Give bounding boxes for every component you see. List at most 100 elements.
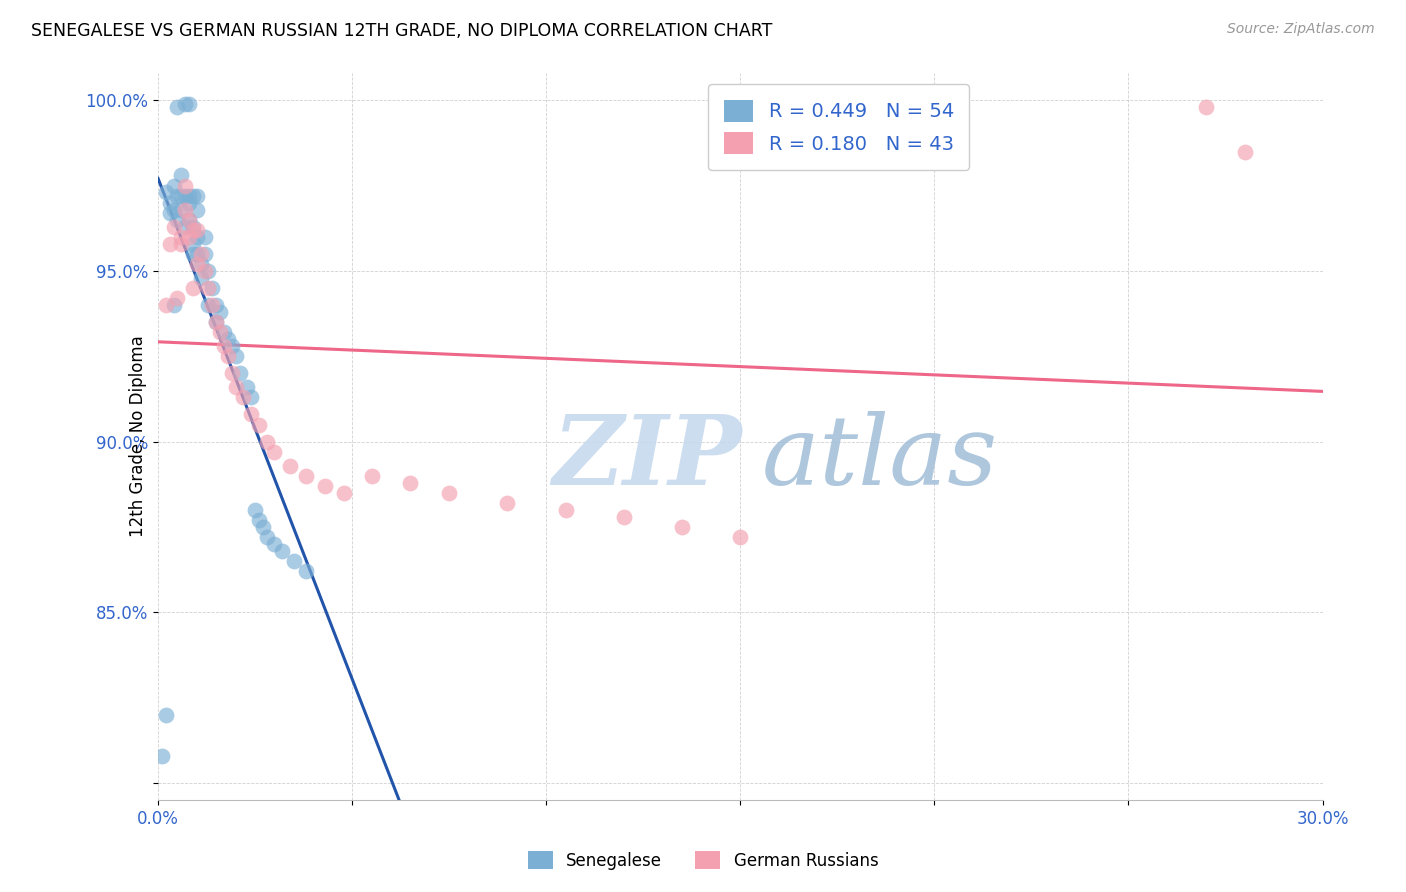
Point — [150, 748, 173, 763]
Point — [205, 315, 228, 329]
Point — [159, 206, 181, 220]
Point — [166, 212, 188, 227]
Point — [247, 417, 270, 432]
Point — [166, 100, 188, 114]
Legend: R = 0.449   N = 54, R = 0.180   N = 43: R = 0.449 N = 54, R = 0.180 N = 43 — [709, 84, 969, 169]
Point — [155, 186, 177, 200]
Legend: Senegalese, German Russians: Senegalese, German Russians — [522, 845, 884, 877]
Point — [437, 486, 460, 500]
Point — [170, 230, 193, 244]
Point — [263, 445, 285, 459]
Point — [174, 219, 197, 234]
Point — [177, 212, 200, 227]
Point — [181, 281, 204, 295]
Point — [240, 390, 263, 404]
Point — [194, 230, 217, 244]
Point — [236, 380, 259, 394]
Point — [225, 350, 247, 364]
Point — [212, 339, 235, 353]
Point — [181, 247, 204, 261]
Point — [190, 257, 212, 271]
Point — [256, 530, 278, 544]
Point — [155, 298, 177, 312]
Point — [177, 212, 200, 227]
Point — [1195, 100, 1218, 114]
Point — [671, 520, 693, 534]
Point — [186, 202, 208, 217]
Point — [166, 291, 188, 305]
Point — [197, 264, 219, 278]
Point — [186, 257, 208, 271]
Point — [209, 326, 232, 340]
Point — [294, 565, 316, 579]
Point — [177, 195, 200, 210]
Point — [174, 189, 197, 203]
Point — [252, 520, 274, 534]
Point — [243, 503, 266, 517]
Point — [166, 189, 188, 203]
Point — [194, 264, 217, 278]
Point — [221, 367, 243, 381]
Point — [181, 236, 204, 251]
Point — [197, 281, 219, 295]
Point — [174, 202, 197, 217]
Text: SENEGALESE VS GERMAN RUSSIAN 12TH GRADE, NO DIPLOMA CORRELATION CHART: SENEGALESE VS GERMAN RUSSIAN 12TH GRADE,… — [31, 22, 772, 40]
Point — [174, 178, 197, 193]
Point — [162, 178, 184, 193]
Y-axis label: 12th Grade, No Diploma: 12th Grade, No Diploma — [129, 335, 146, 538]
Point — [162, 202, 184, 217]
Point — [256, 434, 278, 449]
Point — [177, 189, 200, 203]
Point — [194, 247, 217, 261]
Point — [177, 230, 200, 244]
Point — [170, 189, 193, 203]
Point — [554, 503, 576, 517]
Point — [217, 350, 239, 364]
Point — [155, 707, 177, 722]
Point — [212, 326, 235, 340]
Point — [201, 298, 224, 312]
Point — [190, 247, 212, 261]
Point — [294, 468, 316, 483]
Point — [217, 332, 239, 346]
Point — [314, 479, 336, 493]
Point — [283, 554, 305, 568]
Point — [360, 468, 382, 483]
Point — [333, 486, 356, 500]
Point — [209, 305, 232, 319]
Point — [613, 509, 636, 524]
Point — [159, 195, 181, 210]
Point — [186, 230, 208, 244]
Point — [177, 96, 200, 111]
Point — [496, 496, 519, 510]
Text: Source: ZipAtlas.com: Source: ZipAtlas.com — [1227, 22, 1375, 37]
Point — [263, 537, 285, 551]
Point — [162, 298, 184, 312]
Text: atlas: atlas — [762, 411, 998, 506]
Point — [190, 270, 212, 285]
Point — [1233, 145, 1256, 159]
Point — [228, 367, 250, 381]
Point — [186, 247, 208, 261]
Point — [205, 298, 228, 312]
Point — [197, 298, 219, 312]
Point — [186, 223, 208, 237]
Point — [225, 380, 247, 394]
Point — [278, 458, 301, 473]
Point — [181, 223, 204, 237]
Point — [170, 202, 193, 217]
Point — [205, 315, 228, 329]
Point — [174, 96, 197, 111]
Point — [170, 169, 193, 183]
Point — [181, 189, 204, 203]
Point — [186, 189, 208, 203]
Point — [271, 544, 294, 558]
Point — [240, 408, 263, 422]
Point — [232, 390, 254, 404]
Point — [159, 236, 181, 251]
Point — [170, 236, 193, 251]
Point — [201, 281, 224, 295]
Text: ZIP: ZIP — [553, 411, 742, 506]
Point — [162, 219, 184, 234]
Point — [181, 219, 204, 234]
